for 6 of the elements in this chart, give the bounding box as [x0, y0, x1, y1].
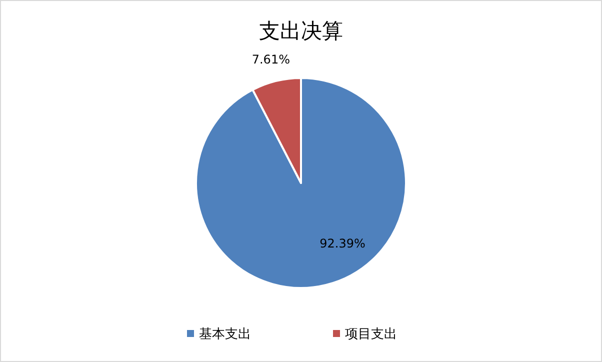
legend-label: 基本支出	[199, 327, 251, 342]
legend-label: 项目支出	[345, 327, 397, 342]
data-label: 92.39%	[320, 236, 366, 251]
chart-title: 支出决算	[259, 19, 343, 43]
data-label: 7.61%	[252, 52, 290, 67]
pie-slice	[195, 77, 407, 289]
